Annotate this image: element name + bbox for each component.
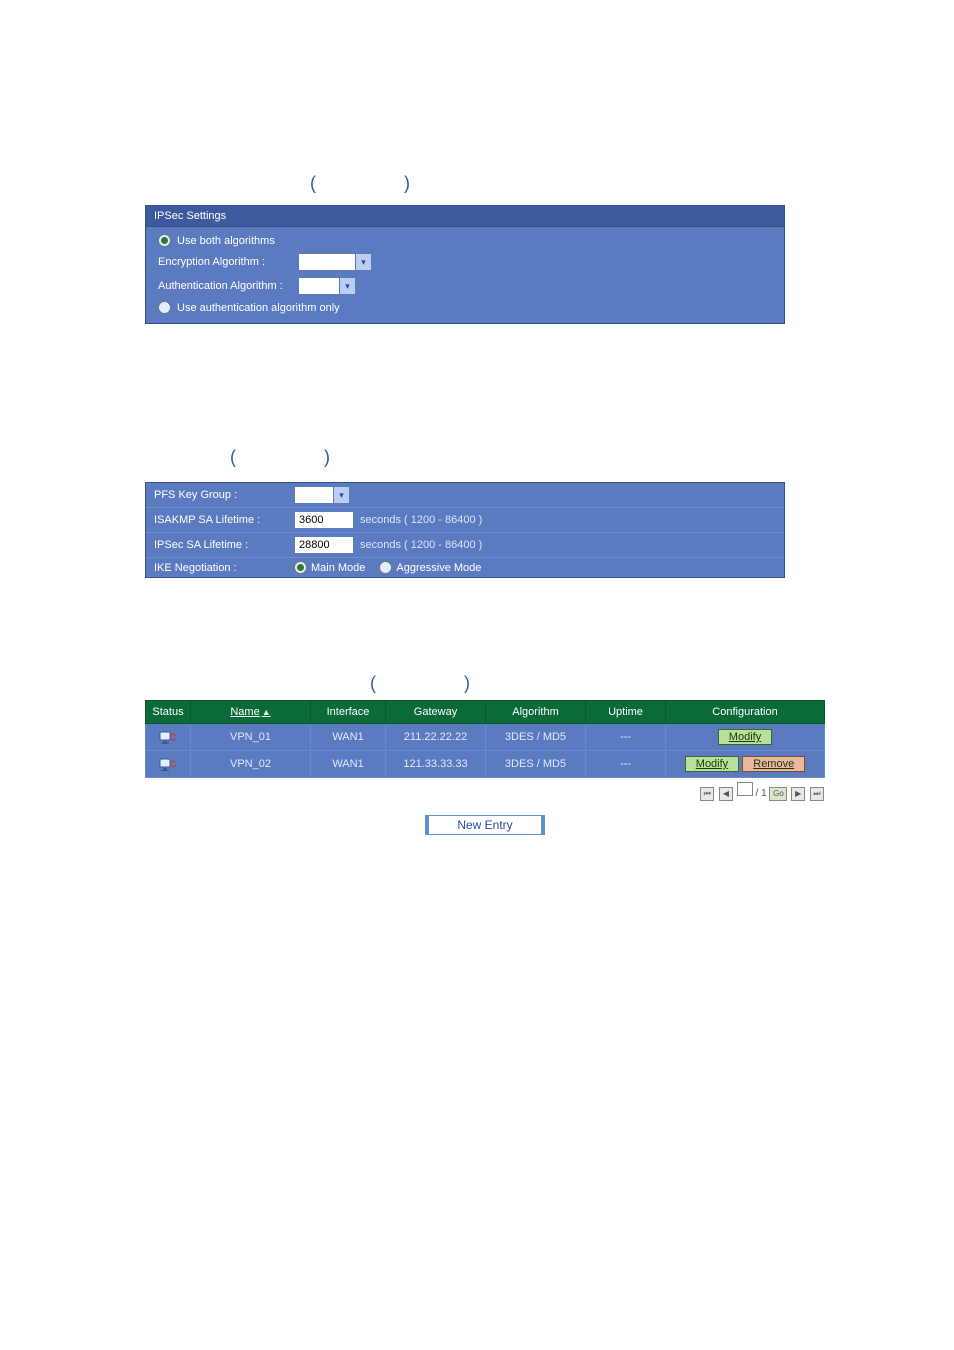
use-both-algorithms-label: Use both algorithms xyxy=(177,235,275,247)
pfs-key-group-label: PFS Key Group : xyxy=(154,489,294,501)
vpn-trunk-table: Status Name▲ Interface Gateway Algorithm… xyxy=(145,700,825,801)
authentication-algorithm-select[interactable]: MD5 xyxy=(298,277,340,295)
chevron-down-icon[interactable]: ▾ xyxy=(340,277,356,295)
pager-page-input[interactable] xyxy=(737,782,753,796)
cell-uptime: --- xyxy=(586,751,666,778)
th-name-label: Name xyxy=(230,706,259,718)
encryption-algorithm-label: Encryption Algorithm : xyxy=(158,256,298,268)
modify-button[interactable]: Modify xyxy=(718,729,772,745)
cell-name: VPN_01 xyxy=(191,724,311,751)
pager-next-button[interactable]: ▶ xyxy=(791,787,805,801)
remove-button[interactable]: Remove xyxy=(742,756,805,772)
pager: ⏮ ◀ / 1 Go ▶ ⏭ xyxy=(145,782,825,801)
chevron-down-icon[interactable]: ▾ xyxy=(334,486,350,504)
table-row: VPN_01 WAN1 211.22.22.22 3DES / MD5 --- … xyxy=(146,724,825,751)
isakmp-sa-lifetime-input[interactable]: 3600 xyxy=(294,511,354,529)
cell-configuration: Modify xyxy=(666,724,825,751)
use-auth-only-radio[interactable] xyxy=(158,301,171,314)
modify-button[interactable]: Modify xyxy=(685,756,739,772)
status-icon xyxy=(159,757,177,771)
cell-gateway: 211.22.22.22 xyxy=(386,724,486,751)
caption-paren-right: ) xyxy=(324,447,330,467)
th-algorithm[interactable]: Algorithm xyxy=(486,701,586,724)
pager-go-button[interactable]: Go xyxy=(769,787,787,801)
aggressive-mode-radio[interactable] xyxy=(379,561,392,574)
ipsec-settings-panel: IPSec Settings Use both algorithms Encry… xyxy=(145,205,785,324)
main-mode-radio[interactable] xyxy=(294,561,307,574)
use-both-algorithms-radio[interactable] xyxy=(158,234,171,247)
cell-interface: WAN1 xyxy=(311,751,386,778)
ipsec-sa-lifetime-label: IPSec SA Lifetime : xyxy=(154,539,294,551)
lifetime-settings-panel: PFS Key Group : DH 1 ▾ ISAKMP SA Lifetim… xyxy=(145,482,785,578)
encryption-algorithm-select[interactable]: 3DES xyxy=(298,253,356,271)
pager-first-button[interactable]: ⏮ xyxy=(700,787,714,801)
caption-paren-left: ( xyxy=(230,447,236,467)
pager-total: 1 xyxy=(761,788,767,799)
th-uptime[interactable]: Uptime xyxy=(586,701,666,724)
isakmp-sa-lifetime-hint: seconds ( 1200 - 86400 ) xyxy=(360,514,482,526)
cell-uptime: --- xyxy=(586,724,666,751)
caption-paren-left: ( xyxy=(310,173,316,193)
ipsec-sa-lifetime-hint: seconds ( 1200 - 86400 ) xyxy=(360,539,482,551)
cell-algorithm: 3DES / MD5 xyxy=(486,751,586,778)
ipsec-sa-lifetime-input[interactable]: 28800 xyxy=(294,536,354,554)
status-icon xyxy=(159,730,177,744)
pager-prev-button[interactable]: ◀ xyxy=(719,787,733,801)
th-gateway[interactable]: Gateway xyxy=(386,701,486,724)
cell-configuration: Modify Remove xyxy=(666,751,825,778)
cell-status xyxy=(146,751,191,778)
table-row: VPN_02 WAN1 121.33.33.33 3DES / MD5 --- … xyxy=(146,751,825,778)
pager-last-button[interactable]: ⏭ xyxy=(810,787,824,801)
th-name[interactable]: Name▲ xyxy=(191,701,311,724)
cell-name: VPN_02 xyxy=(191,751,311,778)
sort-asc-icon: ▲ xyxy=(262,707,271,717)
isakmp-sa-lifetime-label: ISAKMP SA Lifetime : xyxy=(154,514,294,526)
authentication-algorithm-label: Authentication Algorithm : xyxy=(158,280,298,292)
aggressive-mode-label: Aggressive Mode xyxy=(396,562,481,574)
caption-paren-left: ( xyxy=(370,673,376,693)
pfs-key-group-select[interactable]: DH 1 xyxy=(294,486,334,504)
main-mode-label: Main Mode xyxy=(311,562,365,574)
chevron-down-icon[interactable]: ▾ xyxy=(356,253,372,271)
ipsec-settings-header: IPSec Settings xyxy=(146,206,784,227)
new-entry-button[interactable]: New Entry xyxy=(425,815,544,835)
cell-status xyxy=(146,724,191,751)
th-interface[interactable]: Interface xyxy=(311,701,386,724)
pager-sep: / xyxy=(756,788,759,799)
ike-negotiation-label: IKE Negotiation : xyxy=(154,562,294,574)
cell-interface: WAN1 xyxy=(311,724,386,751)
caption-paren-right: ) xyxy=(464,673,470,693)
caption-paren-right: ) xyxy=(404,173,410,193)
th-status[interactable]: Status xyxy=(146,701,191,724)
cell-gateway: 121.33.33.33 xyxy=(386,751,486,778)
th-configuration[interactable]: Configuration xyxy=(666,701,825,724)
cell-algorithm: 3DES / MD5 xyxy=(486,724,586,751)
use-auth-only-label: Use authentication algorithm only xyxy=(177,302,340,314)
